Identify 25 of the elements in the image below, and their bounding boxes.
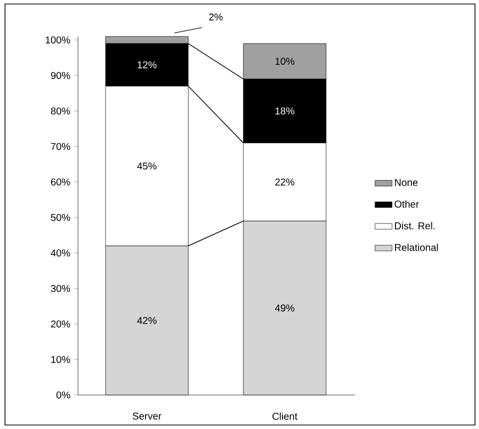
legend-label: Other: [394, 200, 419, 208]
y-tick-label: 90%: [51, 72, 70, 80]
data-label: 2%: [209, 13, 223, 20]
legend-label: Dist. Rel.: [395, 222, 435, 230]
data-label: 22%: [275, 178, 294, 186]
y-tick-label: 70%: [51, 142, 70, 150]
y-tick-label: 40%: [50, 249, 70, 257]
y-tick-label: 80%: [50, 107, 70, 115]
x-tick-label: Server: [132, 412, 162, 420]
y-tick-label: 10%: [51, 356, 70, 364]
data-label: 45%: [137, 162, 157, 170]
x-tick-label: Client: [272, 412, 298, 420]
y-tick-label: 0%: [56, 391, 70, 399]
y-tick-label: 20%: [51, 320, 70, 328]
y-tick-label: 30%: [50, 284, 70, 292]
data-label: 42%: [137, 316, 157, 324]
y-tick-label: 50%: [50, 214, 70, 222]
y-tick-label: 100%: [46, 36, 70, 44]
y-tick-label: 60%: [51, 178, 70, 186]
data-label: 49%: [274, 304, 294, 312]
data-label: 10%: [276, 58, 294, 65]
data-label: 18%: [276, 107, 294, 115]
legend-label: Relational: [395, 244, 438, 251]
legend-label: None: [395, 179, 418, 186]
data-label: 12%: [138, 61, 157, 68]
